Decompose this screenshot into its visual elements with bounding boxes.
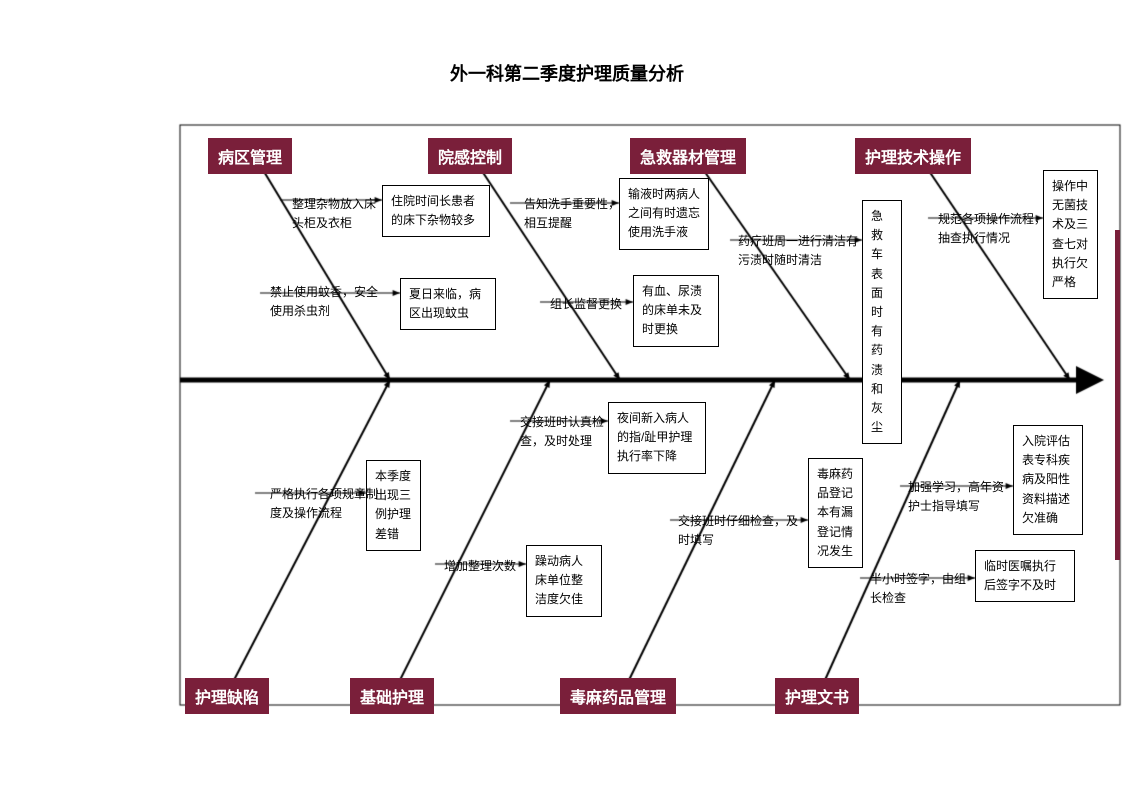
category-护理缺陷: 护理缺陷 — [185, 678, 269, 714]
cause-label-8: 增加整理次数 — [444, 557, 524, 576]
cause-box-4: 急救车表面时有药渍和灰尘 — [862, 200, 902, 444]
category-院感控制: 院感控制 — [428, 138, 512, 174]
cause-label-6: 严格执行各项规章制度及操作流程 — [270, 485, 380, 523]
cause-label-11: 半小时签字，由组长检查 — [870, 570, 966, 608]
cause-label-10: 加强学习，高年资护士指导填写 — [908, 478, 1012, 516]
cause-box-2: 输液时两病人之间有时遗忘使用洗手液 — [619, 178, 709, 250]
category-基础护理: 基础护理 — [350, 678, 434, 714]
cause-label-3: 组长监督更换 — [550, 295, 630, 314]
category-急救器材管理: 急救器材管理 — [630, 138, 746, 174]
cause-label-1: 禁止使用蚊香，安全使用杀虫剂 — [270, 283, 378, 321]
cause-label-2: 告知洗手重要性，相互提醒 — [524, 195, 620, 233]
cause-label-0: 整理杂物放入床头柜及衣柜 — [292, 195, 382, 233]
cause-box-11: 临时医嘱执行后签字不及时 — [975, 550, 1075, 602]
category-护理技术操作: 护理技术操作 — [855, 138, 971, 174]
cause-box-10: 入院评估表专科疾病及阳性资料描述欠准确 — [1013, 425, 1083, 535]
category-病区管理: 病区管理 — [208, 138, 292, 174]
cause-box-5: 操作中无菌技术及三查七对执行欠严格 — [1043, 170, 1098, 299]
cause-label-4: 药疗班周一进行清洁有污渍时随时清洁 — [738, 232, 858, 270]
cause-label-5: 规范各项操作流程，抽查执行情况 — [938, 210, 1046, 248]
cause-box-9: 毒麻药品登记本有漏登记情况发生 — [808, 458, 863, 568]
cause-box-3: 有血、尿渍的床单未及时更换 — [633, 275, 719, 347]
cause-box-1: 夏日来临，病区出现蚊虫 — [400, 278, 496, 330]
category-毒麻药品管理: 毒麻药品管理 — [560, 678, 676, 714]
fishbone-canvas — [0, 0, 1122, 793]
diagram-title: 外一科第二季度护理质量分析 — [450, 60, 684, 86]
cause-box-0: 住院时间长患者的床下杂物较多 — [382, 185, 490, 237]
cause-label-7: 交接班时认真检查，及时处理 — [520, 413, 610, 451]
cause-label-9: 交接班时仔细检查，及时填写 — [678, 512, 798, 550]
cause-box-7: 夜间新入病人的指/趾甲护理执行率下降 — [608, 402, 706, 474]
category-护理文书: 护理文书 — [775, 678, 859, 714]
fish-head-block — [1115, 230, 1120, 560]
cause-box-8: 躁动病人床单位整洁度欠佳 — [526, 545, 602, 617]
